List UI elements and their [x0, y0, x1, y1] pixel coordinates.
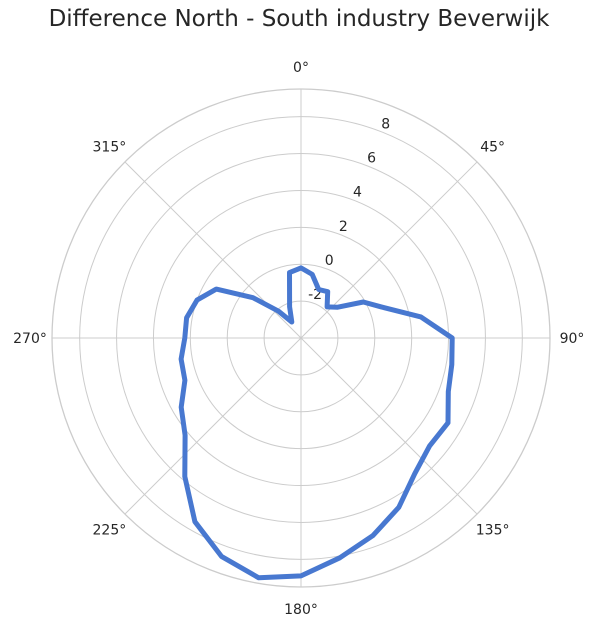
- grid: [51, 88, 551, 588]
- polar-frame: [51, 88, 551, 588]
- series-line: [178, 265, 455, 581]
- spoke-gridline: [124, 337, 302, 515]
- angular-tick-labels: 0° 45° 90° 135° 180° 225° 270° 315°: [13, 60, 584, 618]
- ring-gridline: [79, 116, 523, 560]
- series-layer: [178, 265, 455, 581]
- r-tick-label: 4: [353, 185, 362, 201]
- theta-tick-label: 270°: [13, 331, 47, 347]
- spoke-gridline: [300, 337, 478, 515]
- r-tick-label: 2: [339, 219, 348, 235]
- theta-tick-label: 225°: [93, 523, 127, 539]
- ring-gridline: [116, 153, 486, 523]
- theta-tick-label: 135°: [476, 523, 510, 539]
- theta-tick-label: 45°: [480, 139, 505, 155]
- ring-gridline: [263, 300, 339, 376]
- ring-gridline: [189, 226, 413, 450]
- r-tick-label: 8: [381, 117, 390, 133]
- ring-gridline: [226, 263, 376, 413]
- theta-tick-label: 0°: [293, 60, 309, 76]
- r-tick-label: 6: [367, 151, 376, 167]
- chart-title: Difference North - South industry Beverw…: [48, 6, 550, 32]
- r-tick-label: 0: [325, 253, 334, 269]
- theta-tick-label: 315°: [93, 139, 127, 155]
- theta-tick-label: 90°: [560, 331, 585, 347]
- theta-tick-label: 180°: [284, 602, 318, 618]
